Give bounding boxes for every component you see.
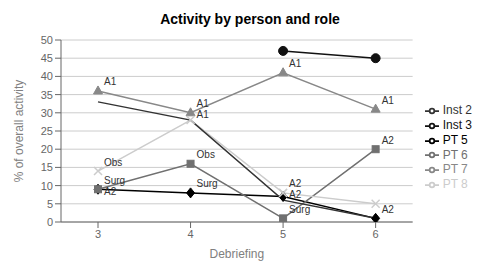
html-text:Inst 3: Inst 3 xyxy=(442,117,472,132)
svg-text:5: 5 xyxy=(47,198,53,210)
svg-text:Obs: Obs xyxy=(197,149,215,160)
svg-text:35: 35 xyxy=(41,89,53,101)
html-text:PT 5: PT 5 xyxy=(442,132,468,147)
svg-text:25: 25 xyxy=(41,125,53,137)
svg-text:15: 15 xyxy=(41,161,53,173)
svg-text:% of overall activity: % of overall activity xyxy=(12,80,26,183)
svg-text:3: 3 xyxy=(95,228,101,240)
svg-text:Surg: Surg xyxy=(197,178,218,189)
html-text:PT 6: PT 6 xyxy=(442,147,468,162)
svg-text:40: 40 xyxy=(41,70,53,82)
html-text:PT 8: PT 8 xyxy=(442,177,468,192)
svg-text:6: 6 xyxy=(373,228,379,240)
svg-text:10: 10 xyxy=(41,180,53,192)
svg-text:Obs: Obs xyxy=(104,157,122,168)
svg-text:A2: A2 xyxy=(289,178,302,189)
svg-text:A1: A1 xyxy=(197,109,210,120)
svg-text:A2: A2 xyxy=(289,189,302,200)
svg-text:0: 0 xyxy=(47,216,53,228)
svg-text:45: 45 xyxy=(41,52,53,64)
svg-text:A1: A1 xyxy=(289,58,302,69)
svg-text:Surg: Surg xyxy=(289,204,310,215)
svg-text:Debriefing: Debriefing xyxy=(209,247,264,261)
svg-text:A2: A2 xyxy=(382,135,395,146)
svg-text:20: 20 xyxy=(41,143,53,155)
html-text:Inst 2: Inst 2 xyxy=(442,103,472,117)
svg-text:A2: A2 xyxy=(104,186,117,197)
html-text:PT 7: PT 7 xyxy=(442,162,468,177)
svg-text:A2: A2 xyxy=(382,204,395,215)
svg-text:50: 50 xyxy=(41,34,53,46)
svg-text:5: 5 xyxy=(280,228,286,240)
svg-text:Surg: Surg xyxy=(104,175,125,186)
html-text:Activity by person and role: Activity by person and role xyxy=(160,11,340,27)
svg-text:30: 30 xyxy=(41,107,53,119)
svg-text:A1: A1 xyxy=(382,95,395,106)
svg-text:A1: A1 xyxy=(197,98,210,109)
svg-text:4: 4 xyxy=(187,228,193,240)
svg-text:A1: A1 xyxy=(104,76,117,87)
